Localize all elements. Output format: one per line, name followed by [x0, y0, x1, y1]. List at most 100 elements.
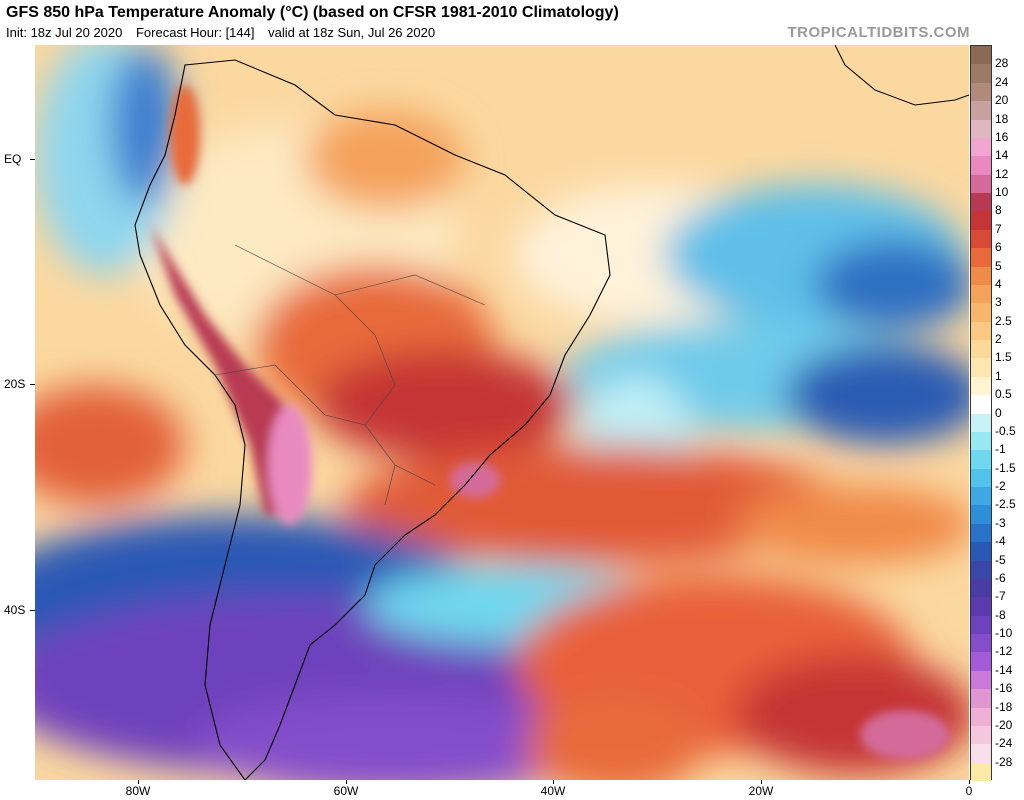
colorbar-swatch	[971, 321, 991, 341]
lon-tick-80w	[138, 780, 139, 784]
colorbar	[970, 45, 992, 781]
colorbar-label: -24	[995, 736, 1013, 751]
colorbar-label: -7	[995, 589, 1006, 604]
lon-label-40w: 40W	[540, 784, 566, 798]
colorbar-label: 10	[995, 185, 1009, 199]
temperature-anomaly-map	[35, 45, 969, 780]
colorbar-swatch	[971, 523, 991, 543]
lon-tick-60w	[346, 780, 347, 784]
colorbar-swatch	[971, 211, 991, 231]
colorbar-swatch	[971, 101, 991, 120]
init-time: Init: 18z Jul 20 2020	[6, 25, 123, 40]
lat-label-20s: 20S	[4, 377, 26, 391]
colorbar-label: 24	[995, 74, 1009, 89]
colorbar-swatch	[971, 652, 991, 672]
colorbar-label: -2	[995, 479, 1006, 493]
colorbar-swatch	[971, 229, 991, 249]
colorbar-swatch	[971, 64, 991, 84]
colorbar-swatch	[971, 744, 991, 764]
lon-label-60w: 60W	[333, 784, 359, 798]
colorbar-swatch	[971, 505, 991, 525]
colorbar-swatch	[971, 284, 991, 304]
colorbar-swatch	[971, 174, 991, 194]
lon-tick-0	[969, 780, 970, 784]
colorbar-label: -1.5	[995, 460, 1016, 475]
colorbar-label: 7	[995, 221, 1002, 236]
colorbar-label: 0	[995, 405, 1002, 420]
colorbar-swatch	[971, 615, 991, 635]
colorbar-label: 16	[995, 129, 1009, 144]
valid-time: valid at 18z Sun, Jul 26 2020	[268, 25, 436, 40]
colorbar-label: 8	[995, 203, 1002, 218]
colorbar-swatch	[971, 266, 991, 286]
colorbar-label: 2.5	[995, 313, 1012, 328]
lat-tick-40s	[30, 610, 35, 611]
map-title: GFS 850 hPa Temperature Anomaly (°C) (ba…	[6, 4, 619, 21]
lat-label-eq: EQ	[4, 152, 22, 166]
colorbar-swatch	[971, 248, 991, 267]
colorbar-swatch	[971, 193, 991, 212]
colorbar-swatch	[971, 597, 991, 617]
colorbar-label: -1	[995, 442, 1006, 457]
colorbar-label: -0.5	[995, 423, 1016, 438]
colorbar-swatch	[971, 46, 991, 65]
colorbar-label: 2	[995, 332, 1002, 346]
colorbar-label: -20	[995, 717, 1013, 732]
colorbar-swatch	[971, 303, 991, 323]
colorbar-label: 3	[995, 295, 1002, 310]
africa-coastline	[834, 45, 969, 106]
south-america-coastline	[134, 59, 611, 780]
country-borders	[214, 244, 486, 506]
colorbar-label: -4	[995, 534, 1006, 549]
lat-tick-20s	[30, 384, 35, 385]
colorbar-label: 20	[995, 93, 1009, 108]
colorbar-swatch	[971, 82, 991, 102]
colorbar-swatch	[971, 725, 991, 745]
colorbar-swatch	[971, 413, 991, 433]
colorbar-label: -5	[995, 552, 1006, 567]
brand-watermark: TROPICALTIDBITS.COM	[787, 24, 970, 41]
colorbar-label: 1.5	[995, 350, 1012, 365]
lon-label-20w: 20W	[748, 784, 774, 798]
colorbar-swatch	[971, 762, 991, 781]
colorbar-label: -16	[995, 681, 1013, 696]
forecast-hour: Forecast Hour: [144]	[135, 25, 255, 40]
colorbar-swatch	[971, 487, 991, 506]
colorbar-swatch	[971, 137, 991, 157]
colorbar-swatch	[971, 340, 991, 359]
colorbar-label: 12	[995, 166, 1009, 181]
colorbar-label: -6	[995, 570, 1006, 585]
colorbar-label: -18	[995, 699, 1013, 714]
colorbar-swatch	[971, 578, 991, 598]
colorbar-swatch	[971, 560, 991, 580]
colorbar-label: 4	[995, 276, 1002, 291]
colorbar-label: -3	[995, 515, 1006, 530]
colorbar-swatch	[971, 634, 991, 653]
colorbar-label: -10	[995, 626, 1013, 640]
colorbar-label: -2.5	[995, 497, 1016, 512]
colorbar-label: 1	[995, 368, 1002, 383]
colorbar-label: -14	[995, 662, 1013, 677]
lon-label-80w: 80W	[125, 784, 151, 798]
colorbar-label: -28	[995, 754, 1013, 769]
colorbar-label: 6	[995, 240, 1002, 255]
colorbar-swatch	[971, 395, 991, 414]
colorbar-swatch	[971, 468, 991, 488]
colorbar-swatch	[971, 542, 991, 561]
lon-label-0: 0	[965, 784, 973, 798]
colorbar-swatch	[971, 431, 991, 451]
colorbar-swatch	[971, 689, 991, 708]
colorbar-swatch	[971, 156, 991, 176]
colorbar-label: 14	[995, 148, 1009, 163]
colorbar-label: -8	[995, 607, 1006, 622]
colorbar-label: 0.5	[995, 387, 1012, 402]
colorbar-swatch	[971, 670, 991, 690]
colorbar-swatch	[971, 707, 991, 727]
lat-tick-eq	[30, 159, 35, 160]
map-subtitle: Init: 18z Jul 20 2020 Forecast Hour: [14…	[6, 25, 445, 40]
colorbar-label: -12	[995, 644, 1013, 659]
lon-tick-20w	[761, 780, 762, 784]
lon-tick-40w	[553, 780, 554, 784]
colorbar-swatch	[971, 376, 991, 396]
colorbar-swatch	[971, 119, 991, 139]
